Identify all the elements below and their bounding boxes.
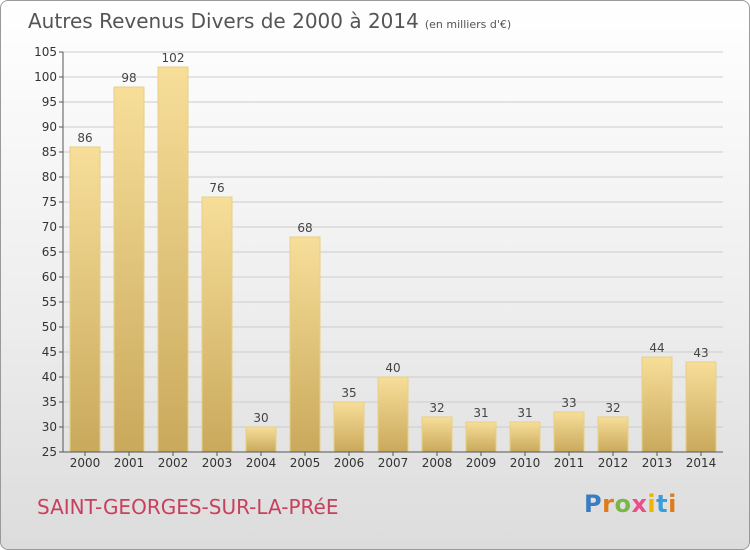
bar <box>465 421 497 453</box>
data-label: 32 <box>605 401 620 415</box>
data-label: 102 <box>162 51 185 65</box>
data-label: 40 <box>385 361 400 375</box>
bar <box>553 411 585 453</box>
x-tick-label: 2012 <box>598 456 629 470</box>
data-label: 33 <box>561 396 576 410</box>
data-labels: 86 98 102 76 30 68 35 40 32 31 31 33 32 44 43 <box>77 51 708 425</box>
proxiti-logo: Proxiti <box>584 490 677 518</box>
y-tick-label: 55 <box>42 295 57 309</box>
x-tick-label: 2014 <box>686 456 717 470</box>
y-tick-label: 30 <box>42 420 57 434</box>
bar <box>377 376 409 453</box>
y-tick-label: 65 <box>42 245 57 259</box>
data-label: 43 <box>693 346 708 360</box>
title-text: Autres Revenus Divers de 2000 à 2014 <box>28 9 419 33</box>
x-tick-label: 2010 <box>510 456 541 470</box>
logo-letter: o <box>614 490 632 518</box>
unit-note: (en milliers d'€) <box>424 18 512 31</box>
data-label: 30 <box>253 411 268 425</box>
data-label: 32 <box>429 401 444 415</box>
x-tick-label: 2009 <box>466 456 497 470</box>
y-tick-label: 70 <box>42 220 57 234</box>
x-tick-label: 2004 <box>246 456 277 470</box>
bar <box>685 361 717 453</box>
x-tick-label: 2007 <box>378 456 409 470</box>
y-tick-label: 45 <box>42 345 57 359</box>
data-label: 76 <box>209 181 224 195</box>
data-label: 98 <box>121 71 136 85</box>
x-tick-label: 2001 <box>114 456 145 470</box>
x-tick-label: 2002 <box>158 456 189 470</box>
axes: 25 30 35 40 45 50 55 60 65 70 75 80 85 90 95 100 105 2000… <box>34 45 723 470</box>
data-label: 68 <box>297 221 312 235</box>
x-tick-label: 2013 <box>642 456 673 470</box>
chart-title: Autres Revenus Divers de 2000 à 2014 (en … <box>28 9 511 33</box>
y-tick-label: 80 <box>42 170 57 184</box>
data-label: 31 <box>517 406 532 420</box>
x-tick-label: 2011 <box>554 456 585 470</box>
y-tick-label: 60 <box>42 270 57 284</box>
data-label: 35 <box>341 386 356 400</box>
data-label: 31 <box>473 406 488 420</box>
logo-letter: i <box>668 490 677 518</box>
bar <box>69 146 101 453</box>
logo-letter: i <box>647 490 657 518</box>
bars <box>69 66 717 453</box>
y-tick-label: 95 <box>42 95 57 109</box>
x-tick-label: 2005 <box>290 456 321 470</box>
logo-letter: r <box>602 490 615 518</box>
bar <box>421 416 453 453</box>
logo-letter: t <box>656 490 669 518</box>
y-tick-label: 40 <box>42 370 57 384</box>
y-tick-label: 35 <box>42 395 57 409</box>
x-tick-label: 2000 <box>70 456 101 470</box>
x-tick-label: 2008 <box>422 456 453 470</box>
bar <box>641 356 673 453</box>
y-tick-label: 50 <box>42 320 57 334</box>
data-label: 86 <box>77 131 92 145</box>
bar <box>597 416 629 453</box>
y-tick-label: 75 <box>42 195 57 209</box>
data-label: 44 <box>649 341 664 355</box>
y-tick-label: 90 <box>42 120 57 134</box>
commune-name: SAINT-GEORGES-SUR-LA-PRéE <box>37 495 339 519</box>
logo-letter: x <box>631 490 648 518</box>
bar <box>289 236 321 453</box>
bar <box>333 401 365 453</box>
y-tick-label: 105 <box>34 45 57 59</box>
x-tick-label: 2006 <box>334 456 365 470</box>
y-tick-label: 100 <box>34 70 57 84</box>
y-tick-label: 85 <box>42 145 57 159</box>
bar <box>509 421 541 453</box>
y-tick-label: 25 <box>42 445 57 459</box>
bar <box>201 196 233 453</box>
bar <box>157 66 189 453</box>
bar <box>113 86 145 453</box>
bar <box>245 426 277 453</box>
logo-letter: P <box>584 490 603 518</box>
x-tick-label: 2003 <box>202 456 233 470</box>
